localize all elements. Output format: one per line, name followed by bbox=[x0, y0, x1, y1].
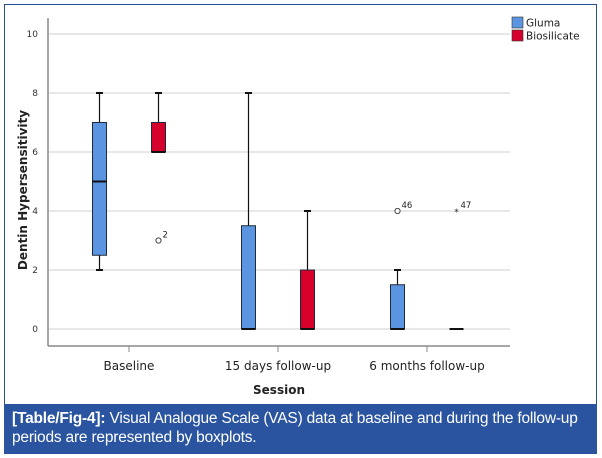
box-iqr bbox=[241, 225, 256, 330]
y-axis-ticks: 0 2 4 6 8 10 bbox=[27, 30, 39, 335]
box-iqr bbox=[390, 284, 405, 330]
y-tick-label: 0 bbox=[32, 325, 38, 335]
y-axis-title: Dentin Hypersensitivity bbox=[16, 110, 30, 270]
outlier-label: 2 bbox=[163, 231, 168, 241]
box-gluma-2: 46 bbox=[390, 201, 413, 330]
axes bbox=[47, 18, 510, 347]
x-tick-label: 6 months follow-up bbox=[369, 359, 484, 373]
box-gluma-0 bbox=[92, 92, 107, 271]
x-tick-label: Baseline bbox=[104, 359, 155, 373]
box-biosilicate-1 bbox=[300, 210, 315, 330]
y-tick-label: 6 bbox=[32, 148, 38, 158]
box-iqr bbox=[151, 122, 166, 153]
legend-label-biosilicate: Biosilicate bbox=[526, 31, 580, 43]
gridlines bbox=[48, 33, 510, 330]
outlier-label: 47 bbox=[461, 201, 472, 211]
figure-frame bbox=[4, 4, 597, 404]
outlier-marker bbox=[394, 207, 401, 215]
legend: Gluma Biosilicate bbox=[511, 16, 580, 43]
legend-swatch-biosilicate bbox=[511, 29, 524, 42]
x-axis-title: Session bbox=[253, 383, 305, 397]
y-tick-label: 8 bbox=[32, 89, 38, 99]
box-iqr bbox=[300, 269, 315, 330]
y-tick-label: 10 bbox=[27, 30, 39, 40]
extreme-marker: * bbox=[454, 208, 458, 218]
x-tick-label: 15 days follow-up bbox=[225, 359, 331, 373]
caption-text: Visual Analogue Scale (VAS) data at base… bbox=[12, 410, 578, 446]
outlier-marker bbox=[155, 237, 162, 244]
caption-label: [Table/Fig-4]: bbox=[12, 410, 106, 427]
box-biosilicate-0: 2 bbox=[151, 92, 168, 244]
box-gluma-1 bbox=[241, 92, 256, 330]
legend-swatch-gluma bbox=[511, 16, 524, 29]
box-biosilicate-2: *47 bbox=[449, 201, 472, 330]
outlier-label: 46 bbox=[402, 201, 413, 211]
legend-label-gluma: Gluma bbox=[526, 18, 560, 30]
y-tick-label: 4 bbox=[32, 207, 38, 217]
x-axis-ticks: Baseline 15 days follow-up 6 months follow… bbox=[104, 346, 485, 373]
box-iqr bbox=[92, 122, 107, 256]
figure-caption: [Table/Fig-4]: Visual Analogue Scale (VA… bbox=[4, 404, 597, 454]
boxes: 46 2 *47 bbox=[92, 92, 472, 330]
y-tick-label: 2 bbox=[32, 266, 38, 276]
